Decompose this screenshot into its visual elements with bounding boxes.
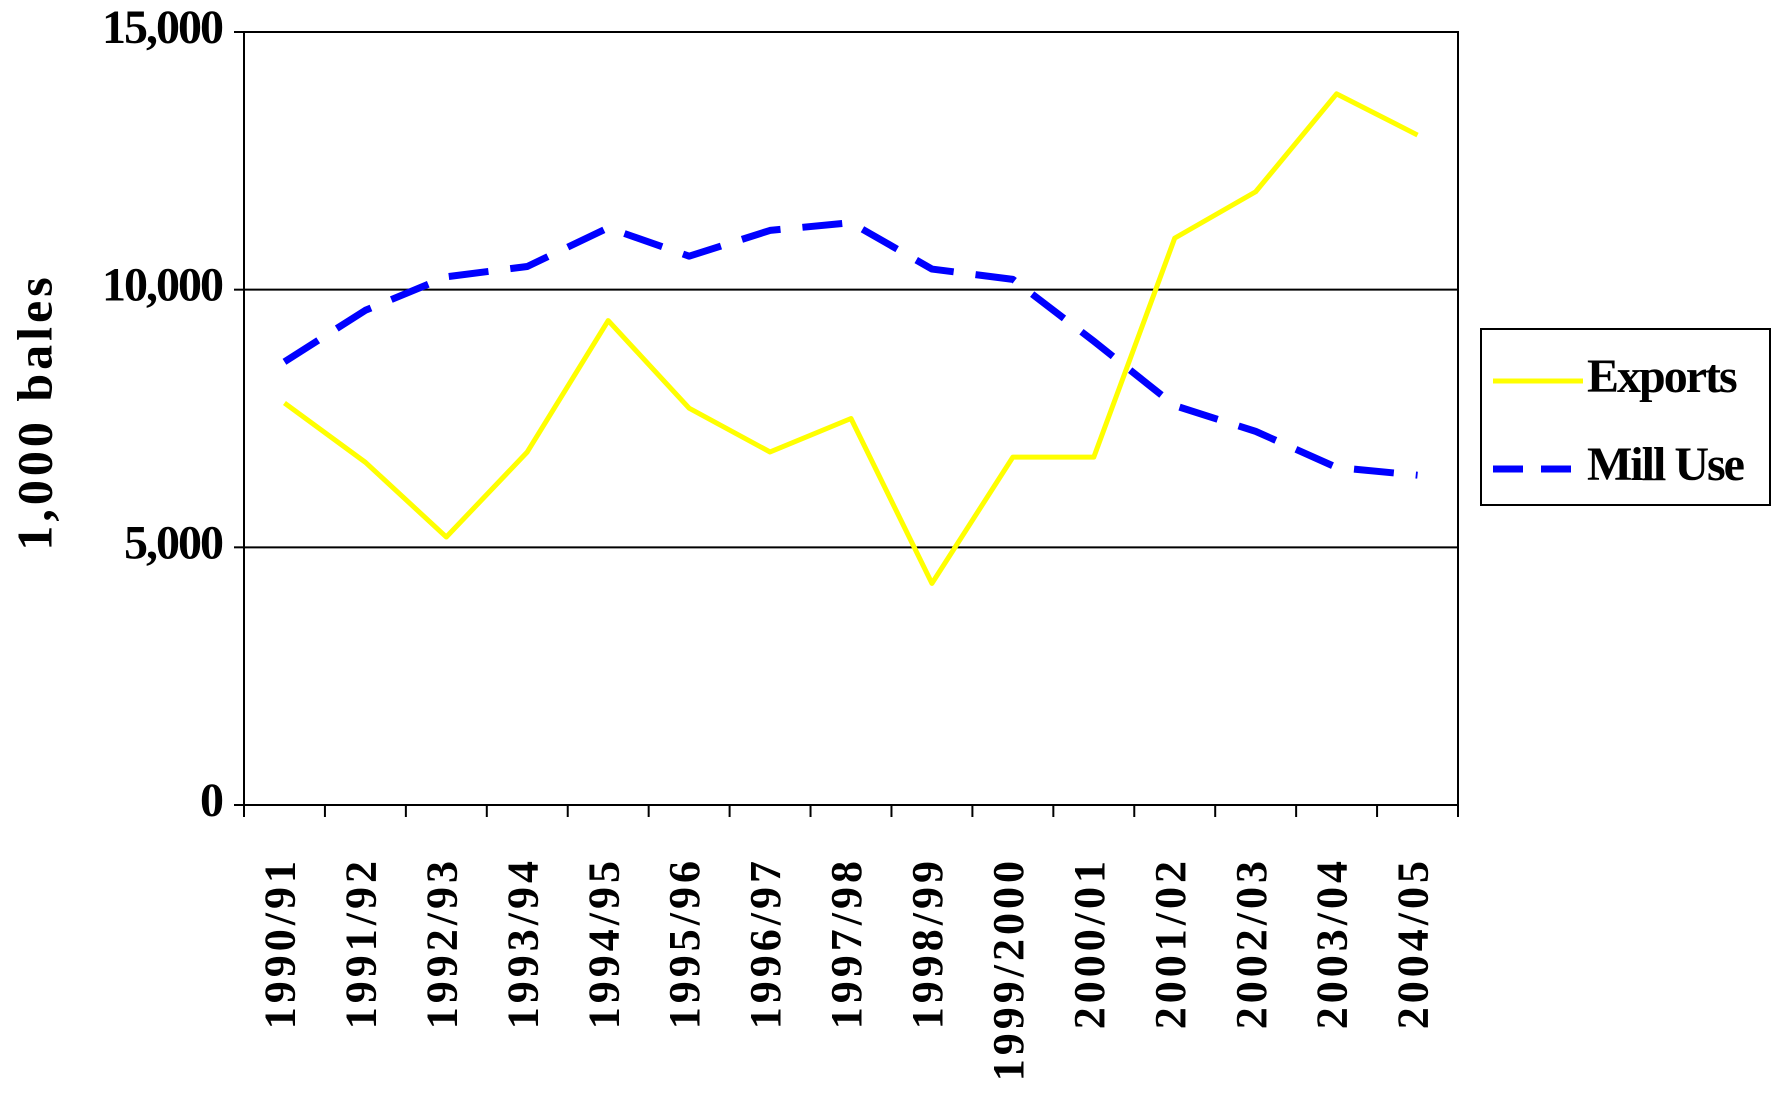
y-tick-label: 15,000	[102, 1, 223, 54]
x-tick-label: 2004/05	[1389, 857, 1438, 1029]
x-tick-label: 1994/95	[579, 857, 628, 1029]
x-tick-label: 1990/91	[256, 857, 305, 1029]
x-tick-label: 1992/93	[417, 857, 466, 1029]
x-tick-label: 1995/96	[660, 857, 709, 1029]
plot-frame	[243, 31, 1459, 806]
x-tick-label: 1996/97	[741, 857, 790, 1029]
y-tick-label: 0	[200, 774, 223, 827]
x-tick-label: 2003/04	[1308, 857, 1357, 1029]
y-tick-label: 10,000	[102, 259, 223, 312]
y-tick-label: 5,000	[124, 516, 223, 569]
x-tick-label: 1993/94	[498, 857, 547, 1029]
x-tick-label: 1999/2000	[984, 857, 1033, 1081]
y-axis-label: 1,000 bales	[6, 273, 62, 550]
legend-box	[1480, 328, 1771, 506]
x-tick-label: 2001/02	[1146, 857, 1195, 1029]
x-tick-label: 1997/98	[822, 857, 871, 1029]
x-tick-label: 2000/01	[1065, 857, 1114, 1029]
x-tick-label: 1998/99	[903, 857, 952, 1029]
x-tick-label: 2002/03	[1227, 857, 1276, 1029]
series-line	[282, 91, 1419, 586]
series-line	[282, 219, 1418, 479]
legend-label: Mill Use	[1587, 438, 1745, 491]
x-tick-label: 1991/92	[336, 857, 385, 1029]
legend-label: Exports	[1587, 350, 1737, 403]
